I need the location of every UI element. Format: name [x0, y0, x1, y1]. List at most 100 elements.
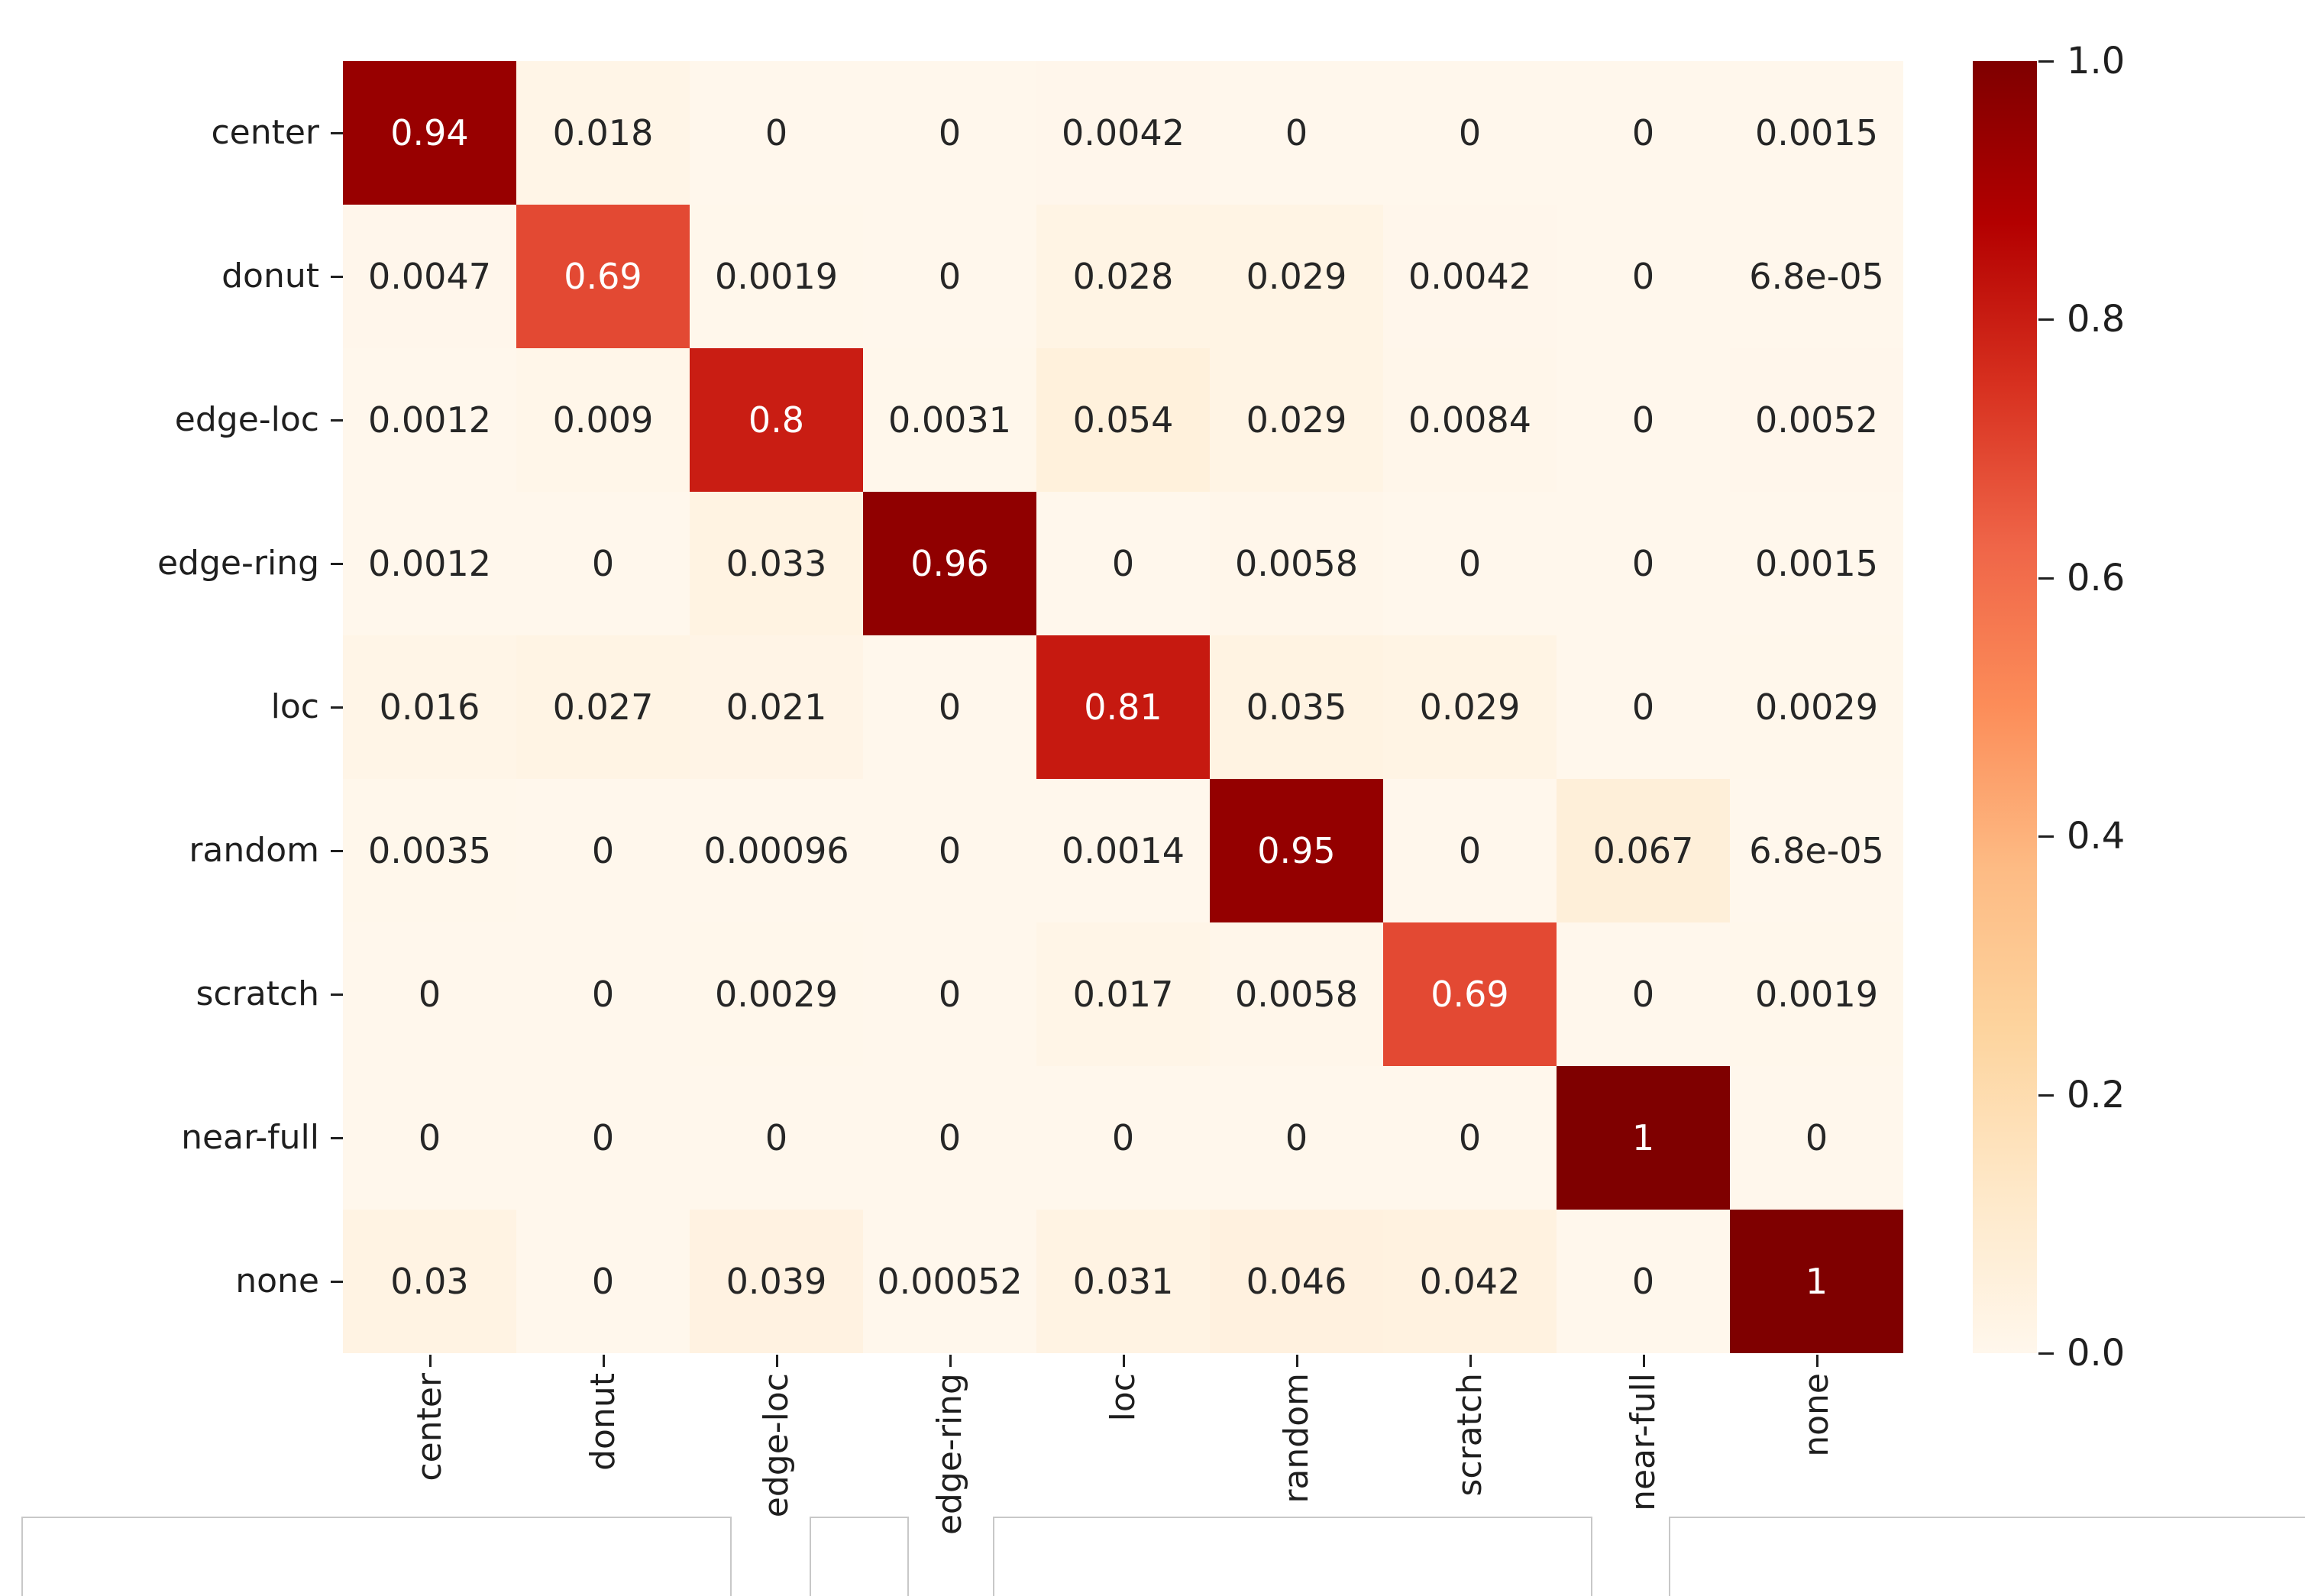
heatmap-cell: 0.0029: [690, 922, 863, 1066]
heatmap-cell: 0.035: [1210, 635, 1383, 779]
heatmap-cell: 0.96: [863, 492, 1036, 635]
heatmap-cell: 0: [690, 1066, 863, 1210]
x-tick-label: center: [409, 1373, 449, 1481]
colorbar-tick-mark: [2038, 318, 2054, 321]
heatmap-cell: 0.054: [1036, 348, 1210, 492]
heatmap-cell: 0.0019: [690, 205, 863, 348]
heatmap-cell: 0: [516, 922, 690, 1066]
heatmap-cell: 0: [1383, 1066, 1557, 1210]
heatmap-cell: 0.69: [1383, 922, 1557, 1066]
heatmap-cell: 0: [343, 922, 516, 1066]
heatmap-cell: 0.81: [1036, 635, 1210, 779]
heatmap-cell: 0: [1383, 61, 1557, 205]
y-tick-mark: [331, 563, 343, 565]
heatmap-cell: 0.0015: [1730, 61, 1903, 205]
x-tick-label: edge-ring: [929, 1373, 969, 1536]
colorbar-tick-mark: [2038, 577, 2054, 580]
heatmap-cell: 0: [516, 492, 690, 635]
x-tick-mark: [1122, 1355, 1125, 1367]
heatmap-cell: 0: [1036, 1066, 1210, 1210]
heatmap-cell: 0: [516, 779, 690, 922]
heatmap-cell: 1: [1557, 1066, 1730, 1210]
heatmap-cell: 0.0052: [1730, 348, 1903, 492]
heatmap-cell: 0.009: [516, 348, 690, 492]
heatmap-cell: 0.0058: [1210, 922, 1383, 1066]
colorbar-tick-label: 0.8: [2067, 298, 2126, 341]
heatmap-cell: 0.0014: [1036, 779, 1210, 922]
heatmap-cell: 6.8e-05: [1730, 779, 1903, 922]
heatmap-cell: 0: [1036, 492, 1210, 635]
x-tick-mark: [1815, 1355, 1818, 1367]
heatmap-cell: 0.0084: [1383, 348, 1557, 492]
y-tick-mark: [331, 850, 343, 852]
heatmap: 0.94 0.018 0 0 0.0042 0 0 0 0.0015 0.0047 0.69 0.00…: [343, 61, 1903, 1353]
x-tick-label: random: [1276, 1373, 1316, 1504]
cutoff-panel: [810, 1517, 909, 1596]
cutoff-panel: [1669, 1517, 2305, 1596]
heatmap-cell: 0.0042: [1036, 61, 1210, 205]
heatmap-cell: 0.03: [343, 1210, 516, 1353]
heatmap-cell: 0.031: [1036, 1210, 1210, 1353]
x-tick-mark: [1295, 1355, 1298, 1367]
heatmap-cell: 0: [343, 1066, 516, 1210]
heatmap-cell: 0.042: [1383, 1210, 1557, 1353]
heatmap-cell: 0: [1557, 635, 1730, 779]
heatmap-cell: 0: [863, 779, 1036, 922]
heatmap-cell: 0.0058: [1210, 492, 1383, 635]
x-tick-label: scratch: [1450, 1373, 1489, 1497]
colorbar-tick-mark: [2038, 835, 2054, 838]
heatmap-cell: 0.021: [690, 635, 863, 779]
heatmap-cell: 0.00052: [863, 1210, 1036, 1353]
y-tick-mark: [331, 706, 343, 709]
y-tick-label: near-full: [181, 1118, 319, 1157]
heatmap-cell: 0.018: [516, 61, 690, 205]
colorbar: [1973, 61, 2037, 1353]
heatmap-cell: 0.033: [690, 492, 863, 635]
heatmap-cell: 0.95: [1210, 779, 1383, 922]
x-tick-mark: [1469, 1355, 1472, 1367]
colorbar-tick-label: 1.0: [2067, 40, 2126, 82]
cutoff-panel: [21, 1517, 732, 1596]
y-tick-mark: [331, 276, 343, 278]
y-tick-label: scratch: [196, 974, 320, 1013]
heatmap-cell: 0.0019: [1730, 922, 1903, 1066]
colorbar-tick-label: 0.4: [2067, 815, 2126, 858]
colorbar-tick-mark: [2038, 1352, 2054, 1355]
cutoff-panel: [993, 1517, 1592, 1596]
heatmap-cell: 0.027: [516, 635, 690, 779]
x-tick-mark: [602, 1355, 605, 1367]
y-tick-label: random: [189, 831, 319, 870]
y-tick-label: center: [211, 113, 319, 152]
heatmap-cell: 0.00096: [690, 779, 863, 922]
heatmap-cell: 0: [1557, 205, 1730, 348]
x-tick-label: donut: [583, 1373, 622, 1471]
heatmap-cell: 0.0035: [343, 779, 516, 922]
y-tick-label: none: [235, 1262, 319, 1300]
heatmap-cell: 0.0031: [863, 348, 1036, 492]
heatmap-cell: 0: [863, 922, 1036, 1066]
y-tick-mark: [331, 1281, 343, 1283]
heatmap-cell: 0: [1383, 779, 1557, 922]
heatmap-cell: 0: [690, 61, 863, 205]
heatmap-cell: 0: [1557, 61, 1730, 205]
y-tick-label: edge-ring: [157, 544, 319, 583]
x-tick-mark: [775, 1355, 778, 1367]
y-tick-mark: [331, 1137, 343, 1139]
x-tick-mark: [428, 1355, 432, 1367]
heatmap-cell: 0.017: [1036, 922, 1210, 1066]
heatmap-cell: 0.067: [1557, 779, 1730, 922]
heatmap-cell: 0.029: [1210, 348, 1383, 492]
heatmap-cell: 0: [863, 635, 1036, 779]
heatmap-cell: 0.016: [343, 635, 516, 779]
x-tick-mark: [949, 1355, 952, 1367]
y-tick-label: donut: [221, 257, 319, 296]
heatmap-cell: 0: [863, 1066, 1036, 1210]
heatmap-cell: 0: [1730, 1066, 1903, 1210]
heatmap-cell: 0.0029: [1730, 635, 1903, 779]
heatmap-cell: 0.028: [1036, 205, 1210, 348]
heatmap-cell: 0: [1383, 492, 1557, 635]
colorbar-tick-label: 0.2: [2067, 1073, 2126, 1116]
colorbar-tick-mark: [2038, 60, 2054, 63]
heatmap-cell: 0.0012: [343, 492, 516, 635]
